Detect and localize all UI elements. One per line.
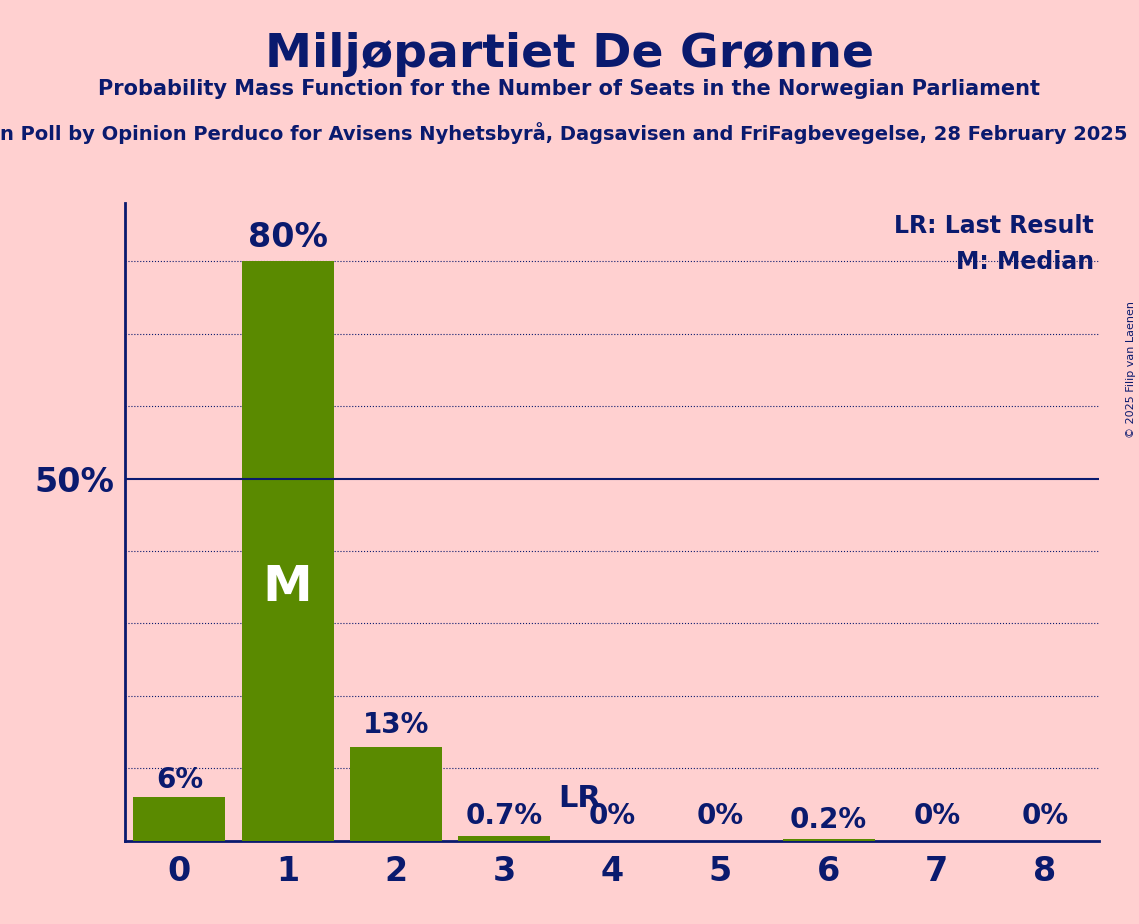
Text: 0%: 0% bbox=[589, 802, 636, 830]
Text: 13%: 13% bbox=[362, 711, 429, 739]
Text: M: M bbox=[263, 564, 312, 612]
Text: 80%: 80% bbox=[247, 221, 328, 254]
Text: 0%: 0% bbox=[697, 802, 744, 830]
Text: LR: LR bbox=[558, 784, 601, 813]
Text: Probability Mass Function for the Number of Seats in the Norwegian Parliament: Probability Mass Function for the Number… bbox=[98, 79, 1041, 99]
Bar bbox=[782, 839, 875, 841]
Text: n Poll by Opinion Perduco for Avisens Nyhetsbyrå, Dagsavisen and FriFagbevegelse: n Poll by Opinion Perduco for Avisens Ny… bbox=[0, 122, 1128, 144]
Text: 0%: 0% bbox=[1022, 802, 1068, 830]
Text: Miljøpartiet De Grønne: Miljøpartiet De Grønne bbox=[265, 32, 874, 78]
Text: 0.7%: 0.7% bbox=[466, 802, 542, 830]
Bar bbox=[350, 747, 442, 841]
Text: © 2025 Filip van Laenen: © 2025 Filip van Laenen bbox=[1126, 301, 1136, 438]
Text: M: Median: M: Median bbox=[956, 250, 1093, 274]
Bar bbox=[458, 836, 550, 841]
Text: 6%: 6% bbox=[156, 766, 203, 794]
Text: 0%: 0% bbox=[913, 802, 960, 830]
Bar bbox=[241, 261, 334, 841]
Text: 0.2%: 0.2% bbox=[790, 806, 867, 833]
Text: LR: Last Result: LR: Last Result bbox=[894, 214, 1093, 238]
Bar bbox=[133, 797, 226, 841]
